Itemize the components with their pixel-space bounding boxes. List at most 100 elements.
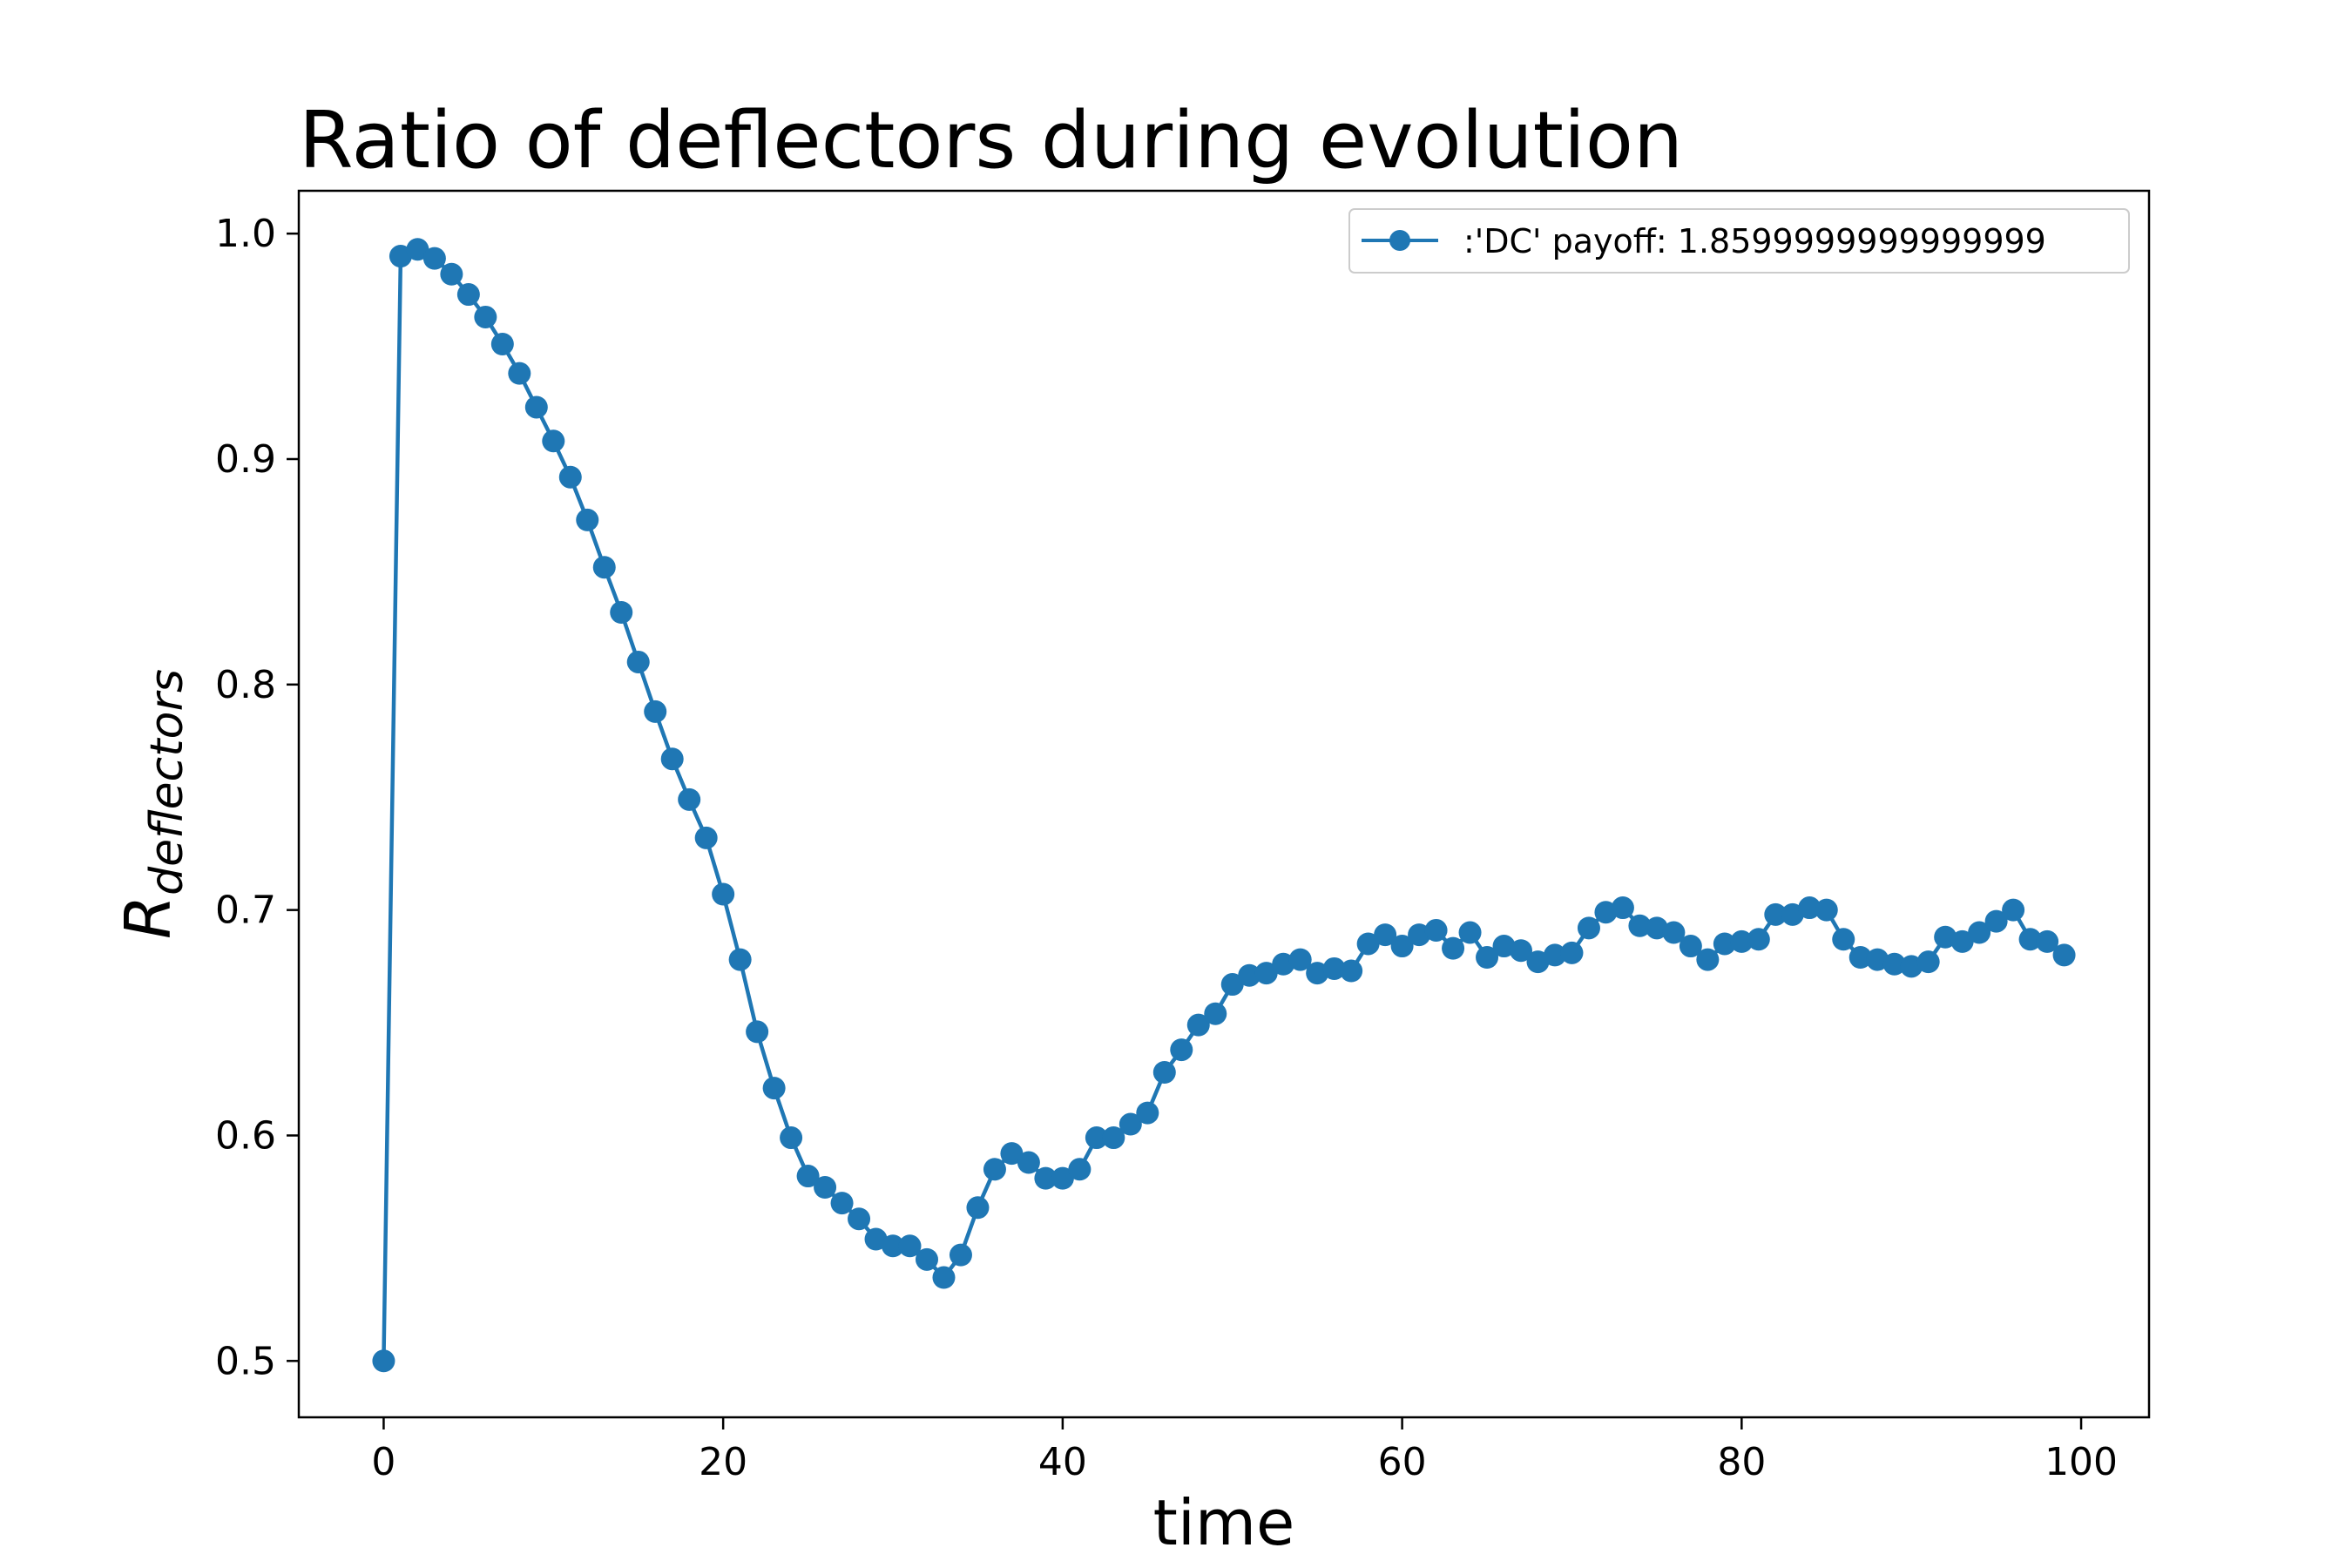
data-point bbox=[644, 700, 667, 723]
data-point bbox=[1152, 1061, 1176, 1084]
data-point bbox=[1492, 935, 1516, 958]
data-point bbox=[1815, 898, 1838, 922]
data-point bbox=[660, 747, 684, 771]
data-point bbox=[932, 1266, 956, 1289]
series-layer bbox=[372, 238, 2076, 1373]
y-tick-label: 0.6 bbox=[215, 1113, 276, 1158]
data-point bbox=[1272, 952, 1295, 976]
data-point bbox=[1356, 932, 1380, 956]
data-point bbox=[626, 650, 650, 673]
data-point bbox=[1866, 948, 1889, 971]
data-point bbox=[1984, 909, 2008, 933]
legend-entry: :'DC' payoff: 1.8599999999999999 bbox=[1463, 222, 2046, 260]
legend: :'DC' payoff: 1.8599999999999999 bbox=[1348, 208, 2130, 274]
x-tick-label: 80 bbox=[1717, 1440, 1766, 1484]
data-point bbox=[915, 1247, 938, 1271]
data-point bbox=[456, 283, 480, 307]
data-point bbox=[1186, 1013, 1210, 1037]
data-point bbox=[558, 465, 582, 489]
data-point bbox=[1543, 943, 1566, 967]
data-point bbox=[1220, 973, 1244, 997]
data-point bbox=[1713, 932, 1736, 956]
data-point bbox=[728, 948, 752, 971]
data-point bbox=[746, 1020, 769, 1044]
data-point bbox=[1798, 896, 1821, 920]
x-axis: 0 20 40 60 80 100 bbox=[371, 1417, 2118, 1484]
data-point bbox=[542, 429, 565, 453]
data-point bbox=[1442, 936, 1465, 960]
data-point bbox=[1848, 946, 1872, 969]
x-tick-label: 40 bbox=[1038, 1440, 1087, 1484]
data-point bbox=[966, 1196, 990, 1220]
plot-frame bbox=[297, 189, 2151, 1419]
data-point bbox=[1034, 1166, 1058, 1190]
data-point bbox=[1102, 1126, 1125, 1150]
data-point bbox=[592, 556, 616, 579]
data-point bbox=[678, 787, 701, 811]
data-point bbox=[1934, 925, 1957, 949]
data-point bbox=[1051, 1166, 1074, 1190]
y-tick-label: 0.9 bbox=[215, 437, 276, 482]
data-point bbox=[1170, 1038, 1193, 1062]
x-tick-label: 100 bbox=[2044, 1440, 2118, 1484]
data-point bbox=[1322, 956, 1346, 980]
x-tick-label: 60 bbox=[1378, 1440, 1427, 1484]
data-point bbox=[2052, 943, 2076, 967]
y-axis-label: Rdeflectors bbox=[112, 669, 193, 939]
data-point bbox=[1238, 963, 1261, 987]
data-point bbox=[2002, 898, 2025, 922]
data-point bbox=[949, 1243, 972, 1267]
data-point bbox=[1832, 928, 1855, 951]
data-point bbox=[490, 333, 514, 355]
data-point bbox=[1594, 901, 1618, 924]
y-axis-label-subscript: deflectors bbox=[141, 669, 193, 896]
data-point bbox=[814, 1176, 837, 1199]
data-point bbox=[1882, 952, 1906, 976]
data-point bbox=[1747, 928, 1770, 951]
legend-marker-sample bbox=[1389, 230, 1410, 251]
data-point bbox=[440, 262, 463, 286]
data-point bbox=[372, 1349, 395, 1373]
data-point bbox=[1254, 962, 1278, 985]
data-point bbox=[1306, 962, 1329, 985]
data-point bbox=[762, 1077, 786, 1100]
data-point bbox=[712, 882, 735, 906]
data-point bbox=[830, 1192, 854, 1215]
data-point bbox=[1560, 941, 1584, 964]
data-point bbox=[882, 1234, 905, 1258]
data-point bbox=[1136, 1101, 1159, 1125]
y-tick-label: 0.5 bbox=[215, 1339, 276, 1383]
data-point bbox=[1458, 921, 1482, 944]
y-axis-label-main: R bbox=[112, 896, 185, 939]
data-point bbox=[1764, 902, 1788, 926]
data-point bbox=[576, 508, 599, 531]
data-point bbox=[1611, 896, 1634, 920]
data-point bbox=[2036, 929, 2059, 953]
data-point bbox=[780, 1126, 803, 1150]
y-tick-label: 0.7 bbox=[215, 889, 276, 933]
data-point bbox=[1662, 921, 1686, 944]
data-point bbox=[898, 1234, 922, 1258]
y-axis: 0.5 0.6 0.7 0.8 0.9 1.0 bbox=[215, 212, 299, 1383]
data-point bbox=[694, 826, 718, 849]
data-point bbox=[389, 245, 412, 268]
data-point bbox=[1679, 935, 1702, 958]
data-point bbox=[610, 601, 633, 624]
data-point bbox=[1781, 902, 1804, 926]
data-point bbox=[1390, 935, 1414, 958]
data-point bbox=[1424, 918, 1448, 942]
data-point bbox=[1017, 1151, 1040, 1174]
data-point bbox=[1288, 948, 1312, 971]
data-point bbox=[1476, 946, 1499, 969]
data-point bbox=[1900, 955, 1923, 978]
data-point bbox=[406, 238, 429, 261]
data-point bbox=[1204, 1002, 1227, 1025]
series-line bbox=[382, 247, 2065, 1362]
data-point bbox=[796, 1165, 820, 1188]
data-point bbox=[864, 1227, 888, 1251]
data-point bbox=[1696, 948, 1720, 971]
data-point bbox=[1526, 950, 1550, 974]
data-point bbox=[1510, 939, 1533, 963]
data-point bbox=[1645, 916, 1668, 940]
